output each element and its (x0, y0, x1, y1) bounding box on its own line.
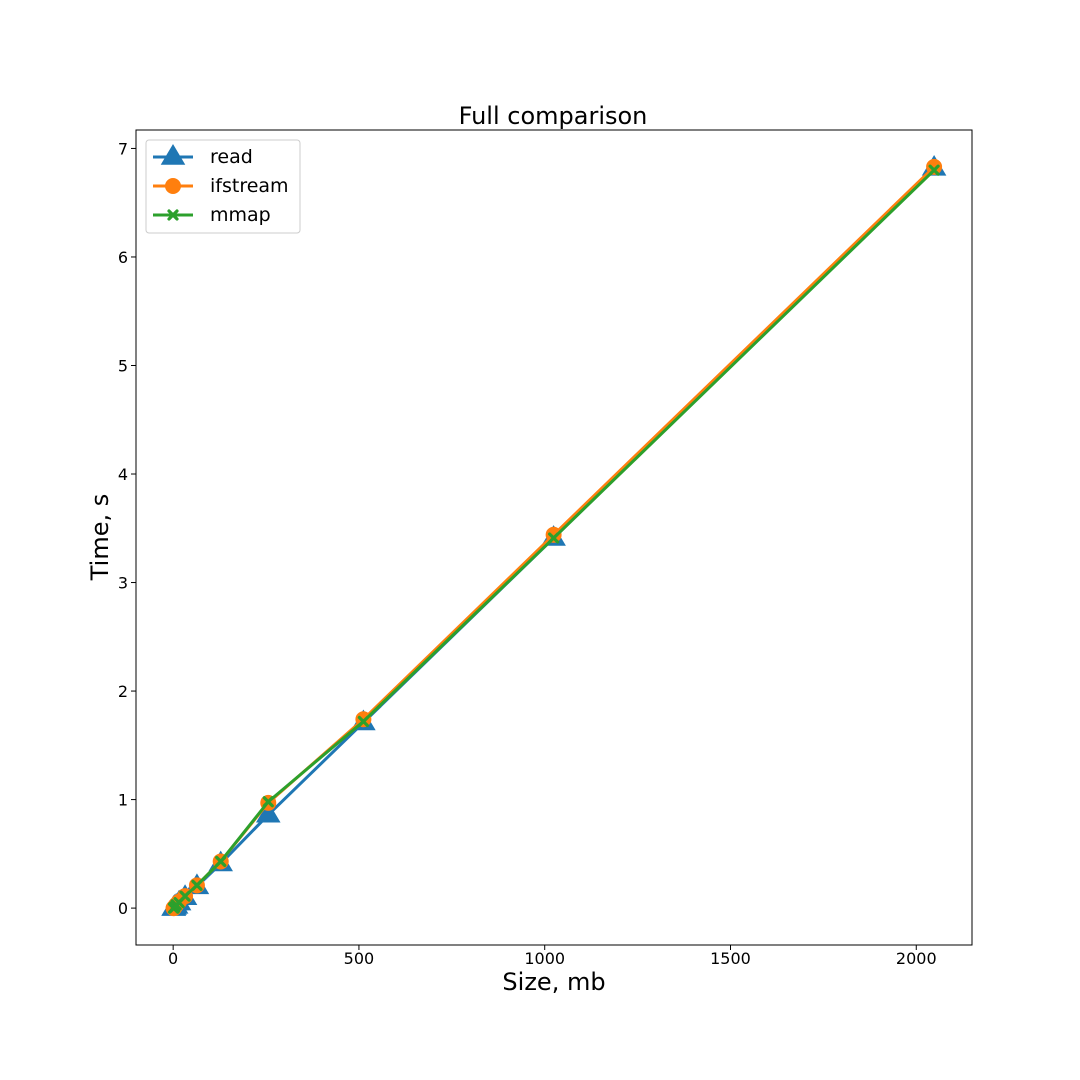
legend-entry-mmap: mmap (153, 204, 271, 226)
data-point-mmap (215, 855, 227, 868)
legend-label: mmap (210, 204, 271, 226)
data-point-mmap (191, 879, 203, 891)
legend-entry-read: read (153, 144, 253, 168)
legend-label: ifstream (210, 175, 289, 197)
y-axis: 0 1 2 3 4 5 6 7 (118, 139, 136, 918)
y-tick-label: 2 (118, 682, 128, 701)
legend: read ifstream mmap (145, 139, 301, 234)
x-tick-label: 500 (344, 949, 375, 968)
legend-entry-ifstream: ifstream (153, 175, 289, 197)
y-tick-label: 0 (118, 899, 128, 918)
data-point-ifstream (545, 526, 562, 543)
legend-marker-ifstream (165, 178, 181, 194)
y-axis-label: Time, s (86, 494, 114, 582)
plot-frame (135, 129, 973, 946)
data-point-mmap (179, 890, 191, 902)
x-axis-label: Size, mb (502, 968, 605, 996)
y-tick-label: 6 (118, 248, 128, 267)
y-tick-label: 4 (118, 465, 128, 484)
y-tick-label: 3 (118, 574, 128, 593)
legend-label: read (210, 146, 253, 168)
data-point-mmap (357, 715, 369, 728)
legend-marker-mmap (167, 209, 179, 221)
legend-marker-read (160, 144, 186, 165)
y-tick-label: 5 (118, 356, 128, 375)
chart-title: Full comparison (459, 102, 648, 130)
series-layer (161, 155, 947, 917)
x-axis: 0 500 1000 1500 2000 (168, 945, 937, 968)
x-tick-label: 2000 (896, 949, 937, 968)
data-point-mmap (262, 796, 274, 808)
x-tick-label: 0 (168, 949, 178, 968)
y-tick-label: 7 (118, 139, 128, 158)
legend-frame (145, 139, 301, 234)
data-point-mmap (548, 532, 560, 544)
data-point-ifstream (926, 158, 943, 175)
y-tick-label: 1 (118, 791, 128, 810)
data-point-mmap (928, 164, 940, 176)
data-point-read (255, 801, 281, 823)
series-mmap (167, 164, 940, 914)
x-tick-label: 1500 (710, 949, 751, 968)
x-tick-label: 1000 (524, 949, 565, 968)
